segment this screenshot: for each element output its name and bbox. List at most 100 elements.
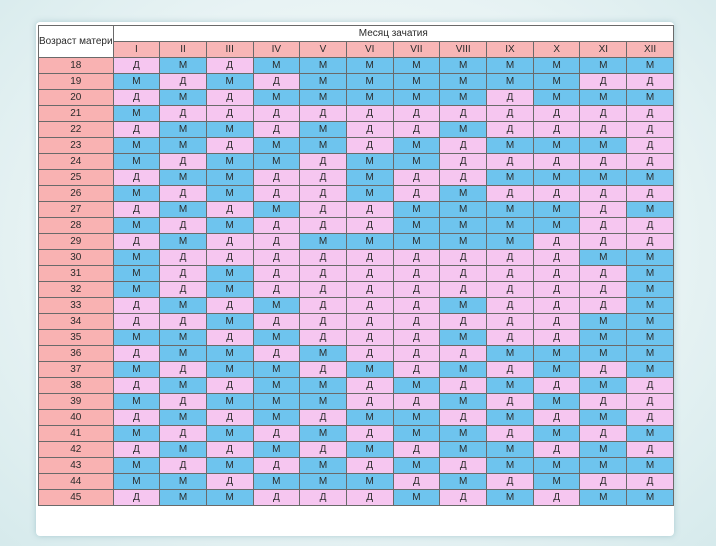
girl-cell: Д (439, 409, 488, 426)
boy-cell: М (486, 489, 534, 506)
girl-cell: Д (392, 329, 441, 346)
boy-cell: М (439, 425, 488, 442)
month-header-row: I II III IV V VI VII VIII IX X XI XII (39, 41, 674, 58)
boy-cell: М (439, 441, 488, 458)
boy-cell: М (392, 153, 441, 170)
girl-cell: Д (486, 105, 534, 122)
girl-cell: Д (532, 185, 581, 202)
boy-cell: М (626, 425, 674, 442)
girl-cell: Д (345, 217, 394, 234)
boy-cell: М (532, 393, 581, 410)
girl-cell: Д (159, 313, 207, 330)
girl-cell: Д (252, 281, 301, 298)
table-body: 18 Д М Д М М М М М М М М М 19 М Д М Д М М М М М М Д Д 20 Д М Д М М М М М Д М… (38, 57, 674, 506)
girl-cell: Д (532, 489, 581, 506)
girl-cell: Д (252, 265, 301, 282)
girl-cell: Д (626, 73, 674, 90)
table-row: 39 М Д М М М Д Д М Д М Д Д (38, 393, 674, 410)
girl-cell: Д (486, 313, 534, 330)
table-row: 35 М М Д М Д Д Д М Д Д М М (38, 329, 674, 346)
girl-cell: Д (252, 457, 301, 474)
table-row: 24 М Д М М Д М М Д Д Д Д Д (38, 153, 674, 170)
girl-cell: Д (532, 265, 581, 282)
boy-cell: М (205, 425, 254, 442)
girl-cell: Д (626, 121, 674, 138)
girl-cell: Д (205, 249, 254, 266)
girl-cell: Д (252, 121, 301, 138)
girl-cell: Д (579, 105, 628, 122)
girl-cell: Д (392, 393, 441, 410)
mother-age-cell: 44 (38, 473, 114, 490)
girl-cell: Д (579, 73, 628, 90)
girl-cell: Д (299, 217, 347, 234)
girl-cell: Д (579, 297, 628, 314)
table-row: 36 Д М М Д М Д Д Д М М М М (38, 345, 674, 362)
girl-cell: Д (345, 281, 394, 298)
girl-cell: Д (439, 265, 488, 282)
girl-cell: Д (112, 377, 161, 394)
month-header-cell: III (205, 41, 254, 58)
girl-cell: Д (159, 265, 207, 282)
boy-cell: М (159, 297, 207, 314)
boy-cell: М (392, 377, 441, 394)
girl-cell: Д (579, 425, 628, 442)
boy-cell: М (345, 473, 394, 490)
mother-age-cell: 42 (38, 441, 114, 458)
table-row: 43 М Д М Д М Д М Д М М М М (38, 457, 674, 474)
boy-cell: М (439, 57, 488, 74)
table-row: 23 М М Д М М Д М Д М М М Д (38, 137, 674, 154)
boy-cell: М (159, 329, 207, 346)
boy-cell: М (299, 73, 347, 90)
girl-cell: Д (112, 409, 161, 426)
girl-cell: Д (345, 121, 394, 138)
boy-cell: М (626, 345, 674, 362)
girl-cell: Д (159, 393, 207, 410)
girl-cell: Д (392, 169, 441, 186)
boy-cell: М (626, 489, 674, 506)
girl-cell: Д (532, 297, 581, 314)
boy-cell: М (345, 233, 394, 250)
month-header-cell: VI (345, 41, 394, 58)
boy-cell: М (579, 457, 628, 474)
girl-cell: Д (486, 185, 534, 202)
table-row: 31 М Д М Д Д Д Д Д Д Д Д М (38, 265, 674, 282)
boy-cell: М (205, 313, 254, 330)
boy-cell: М (159, 201, 207, 218)
boy-cell: М (112, 329, 161, 346)
mother-age-cell: 21 (38, 105, 114, 122)
girl-cell: Д (299, 153, 347, 170)
table-row: 32 М Д М Д Д Д Д Д Д Д Д М (38, 281, 674, 298)
girl-cell: Д (345, 345, 394, 362)
mother-age-cell: 40 (38, 409, 114, 426)
boy-cell: М (205, 393, 254, 410)
boy-cell: М (439, 473, 488, 490)
boy-cell: М (205, 361, 254, 378)
girl-cell: Д (532, 409, 581, 426)
boy-cell: М (345, 153, 394, 170)
girl-cell: Д (252, 345, 301, 362)
boy-cell: М (532, 345, 581, 362)
girl-cell: Д (579, 281, 628, 298)
mother-age-cell: 25 (38, 169, 114, 186)
girl-cell: Д (345, 377, 394, 394)
girl-cell: Д (112, 345, 161, 362)
boy-cell: М (392, 137, 441, 154)
boy-cell: М (299, 457, 347, 474)
table-row: 25 Д М М Д Д М Д Д М М М М (38, 169, 674, 186)
boy-cell: М (112, 73, 161, 90)
mother-age-cell: 29 (38, 233, 114, 250)
table-row: 28 М Д М Д Д Д М М М М Д Д (38, 217, 674, 234)
boy-cell: М (532, 89, 581, 106)
girl-cell: Д (486, 361, 534, 378)
boy-cell: М (392, 73, 441, 90)
boy-cell: М (626, 297, 674, 314)
girl-cell: Д (392, 249, 441, 266)
boy-cell: М (112, 281, 161, 298)
mother-age-cell: 41 (38, 425, 114, 442)
girl-cell: Д (486, 281, 534, 298)
boy-cell: М (205, 121, 254, 138)
girl-cell: Д (159, 249, 207, 266)
boy-cell: М (392, 89, 441, 106)
girl-cell: Д (486, 297, 534, 314)
boy-cell: М (486, 441, 534, 458)
